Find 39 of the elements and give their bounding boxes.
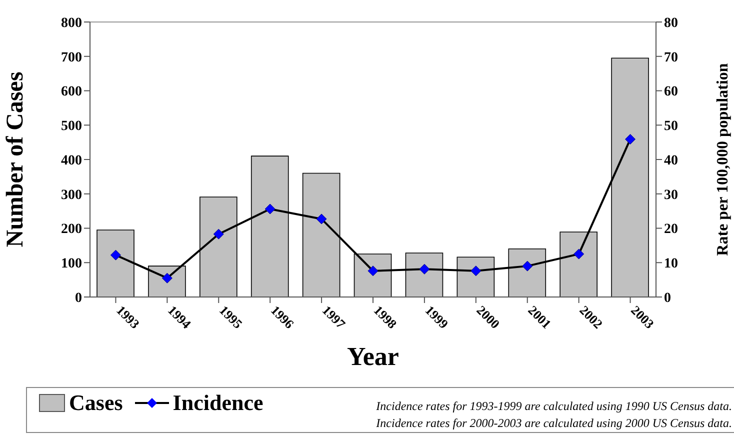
x-tick-label: 1993 [114, 302, 143, 332]
text: Incidence rates for 1993-1999 are calculated using 1990 US Census data. [376, 398, 732, 415]
y2-tick-label: 80 [664, 16, 678, 31]
legend-label: Incidence [172, 390, 264, 416]
y-tick-label: 400 [61, 153, 82, 168]
y-tick-label: 300 [61, 188, 82, 203]
x-axis-title: Year [347, 342, 399, 371]
x-tick-label: 1996 [268, 302, 298, 332]
y2-tick-label: 70 [664, 50, 678, 66]
point [264, 204, 276, 214]
point [213, 228, 224, 240]
y-tick-label: 100 [61, 256, 82, 272]
y2-tick-label: 10 [664, 256, 678, 272]
y2-tick-label: 0 [664, 290, 671, 306]
y2-tick-label: 20 [664, 222, 678, 238]
text: Incidence rates for 2000-2003 are calculated using 2000 US Census data. [376, 415, 732, 432]
x-tick-label: 1995 [216, 302, 246, 332]
y-tick-label: 0 [75, 290, 82, 306]
point [522, 260, 533, 272]
x-tick-label: 1997 [319, 302, 349, 332]
y2-tick-label: 40 [664, 153, 678, 168]
point [574, 248, 584, 260]
y2-axis-title: Rate per 100,000 population [714, 63, 732, 256]
x-tick-label: 1998 [370, 302, 400, 332]
y-tick-label: 500 [61, 119, 82, 134]
y-tick-label: 200 [61, 222, 82, 238]
y2-tick-label: 60 [664, 84, 678, 100]
y2-tick-label: 30 [664, 188, 678, 203]
legend-label: Cases [69, 390, 123, 416]
x-tick-label: 1994 [165, 302, 194, 332]
y2-tick-label: 50 [664, 119, 678, 134]
point [110, 250, 121, 260]
x-tick-label: 1999 [422, 302, 452, 332]
point [625, 134, 636, 144]
y-tick-label: 800 [61, 16, 82, 31]
y-tick-label: 700 [61, 50, 82, 66]
point [316, 214, 327, 224]
y-axis-title: Number of Cases [2, 72, 29, 248]
y-tick-label: 600 [61, 84, 82, 100]
